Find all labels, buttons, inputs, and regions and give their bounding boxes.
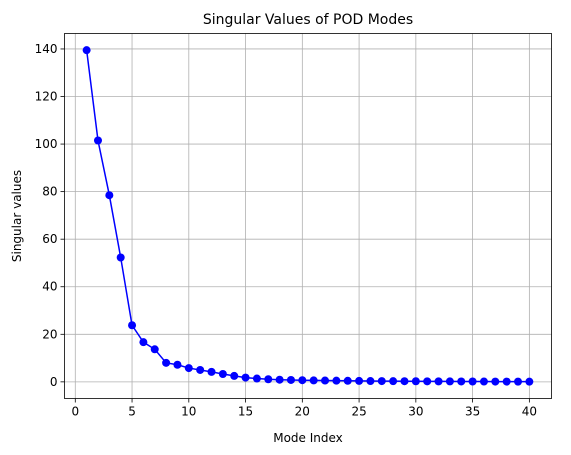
x-tick-label: 35	[465, 405, 480, 419]
data-point	[343, 376, 352, 385]
data-point	[457, 377, 466, 386]
x-tick-label: 40	[522, 405, 537, 419]
data-point	[411, 377, 420, 386]
data-point	[82, 46, 91, 55]
data-point	[184, 364, 193, 373]
data-point	[139, 338, 148, 347]
data-point	[491, 377, 500, 386]
data-point	[173, 360, 182, 369]
data-point	[309, 376, 318, 385]
x-tick-label: 20	[295, 405, 310, 419]
data-point	[355, 376, 364, 385]
data-point	[230, 371, 239, 380]
plot-frame	[64, 33, 552, 399]
data-point	[434, 377, 443, 386]
data-point	[525, 377, 534, 386]
data-point	[400, 377, 409, 386]
y-tick-label: 20	[42, 327, 57, 341]
data-point	[468, 377, 477, 386]
data-point	[264, 375, 273, 384]
data-point	[366, 377, 375, 386]
data-point	[377, 377, 386, 386]
x-axis-ticks: 0 5 10 15 20 25 30 35 40	[71, 398, 537, 419]
y-tick-label: 120	[35, 90, 58, 104]
data-point	[423, 377, 432, 386]
y-tick-label: 60	[42, 232, 57, 246]
data-point	[252, 374, 261, 383]
x-tick-label: 15	[238, 405, 253, 419]
y-tick-label: 40	[42, 280, 57, 294]
data-point	[207, 367, 216, 376]
data-point	[93, 136, 102, 145]
data-point	[105, 191, 114, 200]
data-point	[286, 375, 295, 384]
grid-lines	[64, 33, 552, 399]
data-series	[82, 46, 534, 386]
x-tick-label: 0	[71, 405, 79, 419]
series-line	[85, 50, 530, 383]
data-point	[445, 377, 454, 386]
x-tick-label: 30	[408, 405, 423, 419]
data-point	[514, 377, 523, 386]
x-axis-label: Mode Index	[273, 431, 343, 445]
y-tick-label: 80	[42, 185, 57, 199]
y-tick-label: 0	[50, 375, 58, 389]
x-tick-label: 25	[351, 405, 366, 419]
data-point	[298, 376, 307, 385]
data-point	[321, 376, 330, 385]
data-point	[150, 345, 159, 354]
x-tick-label: 5	[128, 405, 136, 419]
data-point	[241, 373, 250, 382]
data-point	[502, 377, 511, 386]
data-point	[389, 377, 398, 386]
data-point	[196, 365, 205, 374]
data-point	[128, 321, 137, 330]
data-point	[275, 375, 284, 384]
y-axis-ticks: 0 20 40 60 80 100 120 140	[35, 42, 65, 389]
data-point	[218, 370, 227, 379]
data-point	[332, 376, 341, 385]
x-tick-label: 10	[181, 405, 196, 419]
data-point	[162, 358, 171, 367]
y-tick-label: 140	[35, 42, 58, 56]
data-point	[116, 253, 125, 262]
y-axis-label: Singular values	[10, 170, 24, 262]
y-tick-label: 100	[35, 137, 58, 151]
chart-title: Singular Values of POD Modes	[203, 12, 413, 28]
data-point	[479, 377, 488, 386]
